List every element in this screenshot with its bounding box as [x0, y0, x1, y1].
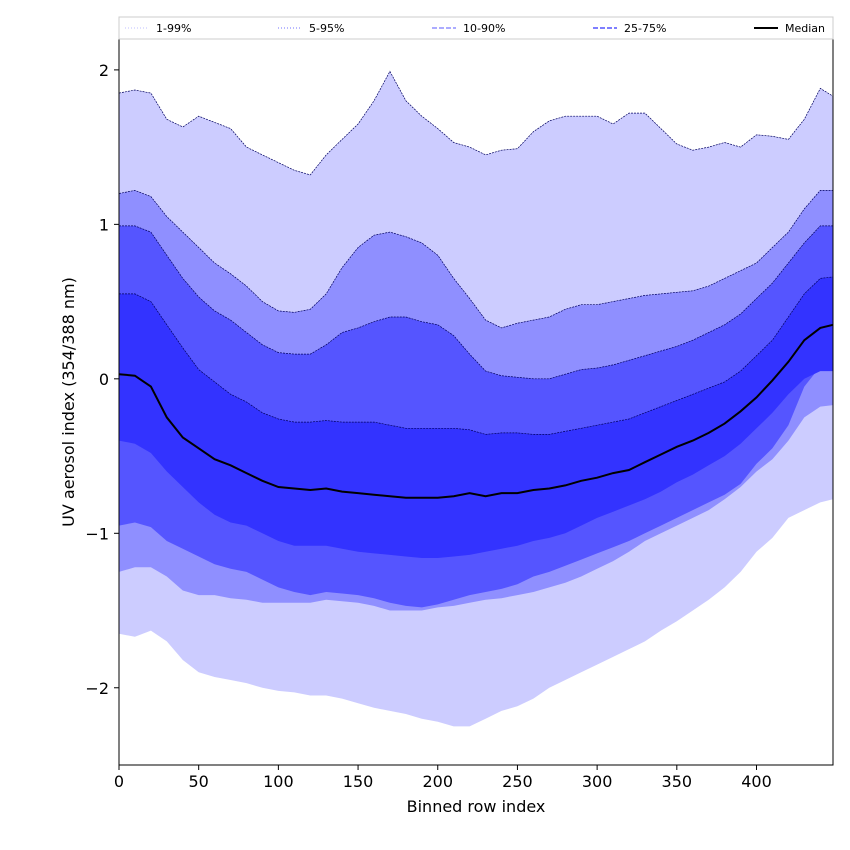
x-tick-label: 350 — [662, 772, 693, 791]
legend-label: 25-75% — [624, 22, 666, 35]
y-tick-label: −2 — [85, 679, 109, 698]
y-tick-label: 2 — [99, 61, 109, 80]
band-edge-10-90pct — [119, 225, 833, 380]
y-axis-title: UV aerosol index (354/388 nm) — [59, 277, 78, 527]
x-tick-label: 150 — [343, 772, 374, 791]
legend: 1-99% 5-95% 10-90% 25-75% Median — [118, 16, 834, 40]
legend-label: 5-95% — [309, 22, 344, 35]
x-tick-label: 400 — [741, 772, 772, 791]
band-edge-25-75pct — [119, 276, 834, 435]
x-axis-title: Binned row index — [407, 797, 546, 816]
band-25-75pct — [119, 276, 833, 558]
plot-area — [118, 70, 834, 727]
legend-label: 10-90% — [463, 22, 505, 35]
y-tick-label: 0 — [99, 370, 109, 389]
x-tick-label: 250 — [502, 772, 533, 791]
x-axis: 0 50 100 150 200 250 300 350 400 — [114, 765, 772, 791]
y-tick-label: 1 — [99, 215, 109, 234]
x-tick-label: 100 — [263, 772, 294, 791]
x-tick-label: 300 — [582, 772, 613, 791]
median-line — [118, 323, 834, 499]
legend-label: Median — [785, 22, 825, 35]
x-tick-label: 200 — [422, 772, 453, 791]
x-tick-label: 50 — [189, 772, 209, 791]
y-tick-label: −1 — [85, 524, 109, 543]
y-axis: −2 −1 0 1 2 — [85, 61, 119, 698]
legend-label: 1-99% — [156, 22, 191, 35]
x-tick-label: 0 — [114, 772, 124, 791]
legend-box — [118, 16, 834, 40]
band-edge-1-99pct — [118, 70, 834, 176]
band-edge-5-95pct — [118, 190, 833, 329]
